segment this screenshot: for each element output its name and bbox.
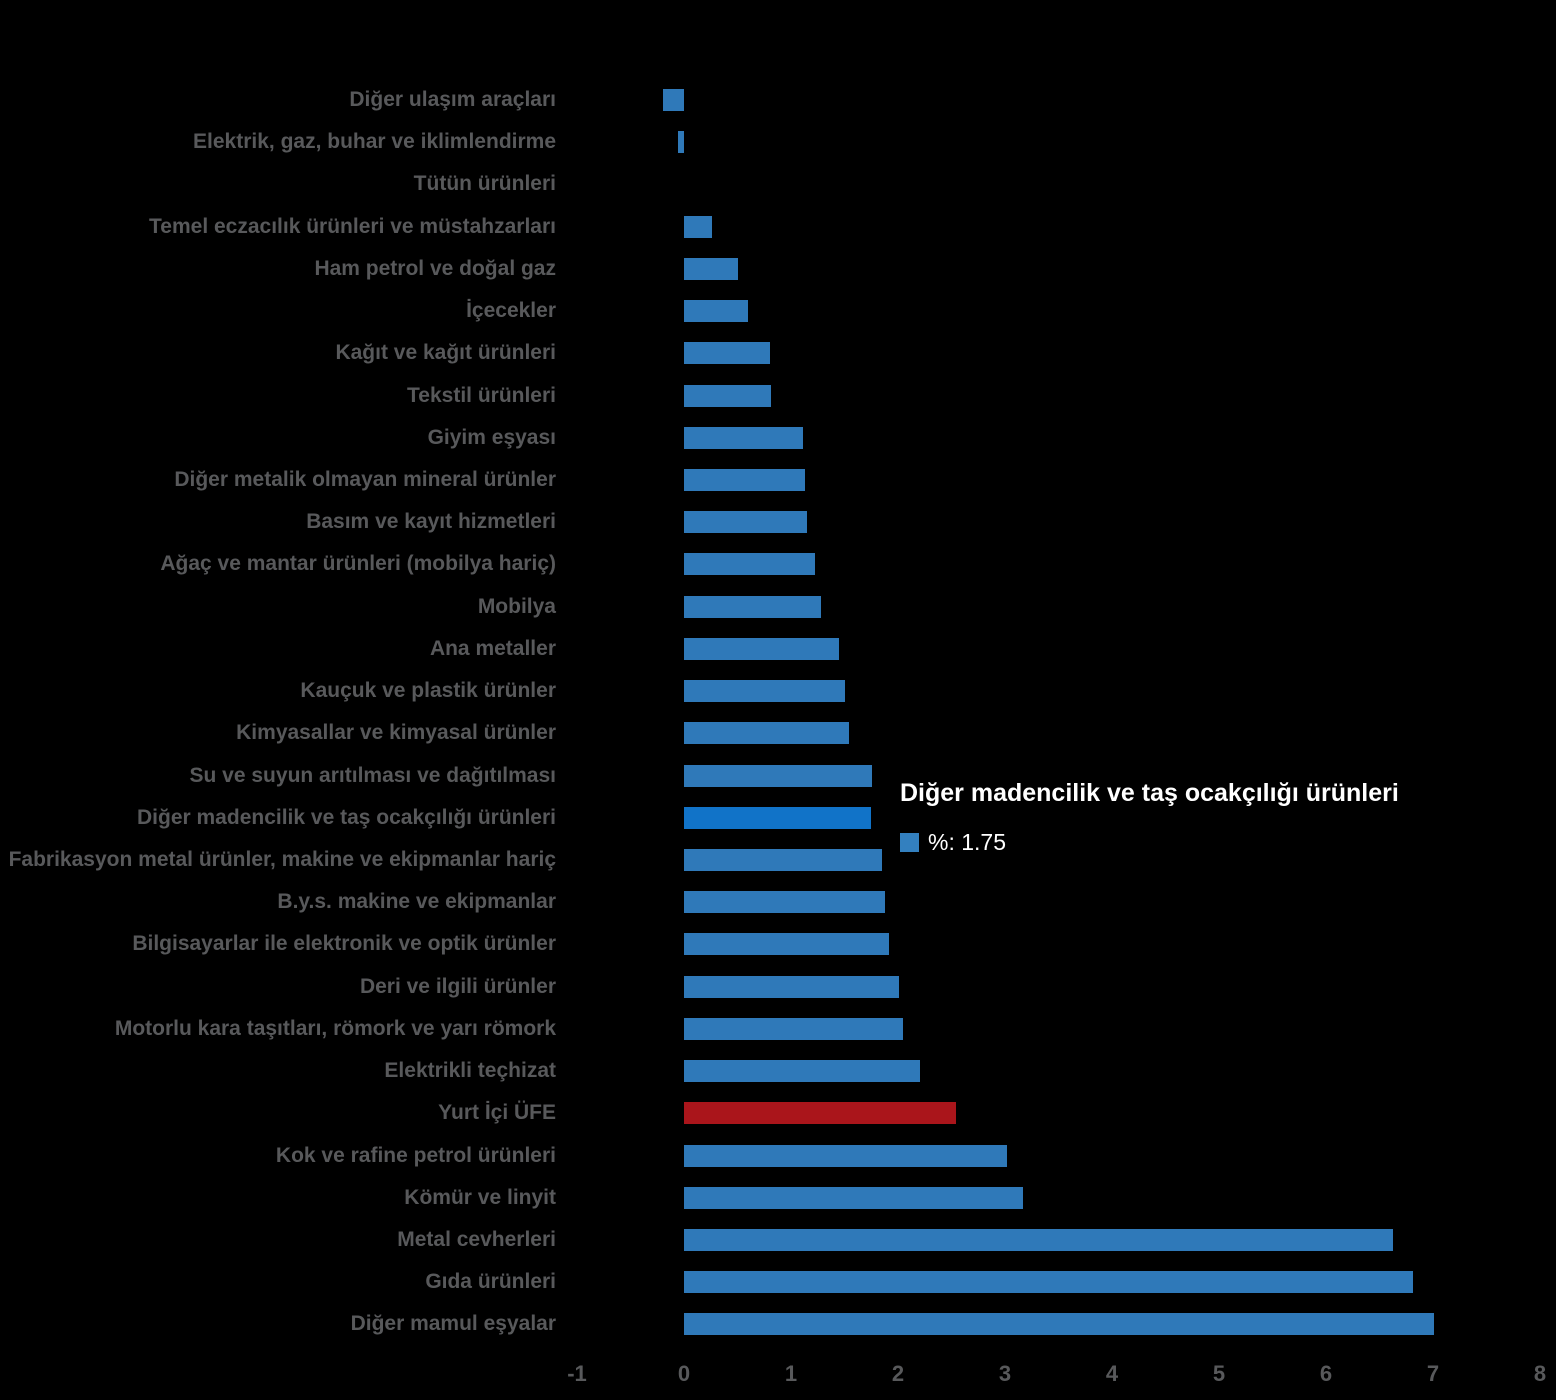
chart-bar[interactable] <box>662 89 684 111</box>
chart-bar[interactable] <box>684 300 749 323</box>
category-label: Elektrik, gaz, buhar ve iklimlendirme <box>193 130 556 154</box>
x-axis-tick-label: 7 <box>1426 1361 1440 1386</box>
x-axis-tick-label: 8 <box>1533 1361 1547 1386</box>
chart-bar[interactable] <box>684 215 712 238</box>
category-label: B.y.s. makine ve ekipmanlar <box>277 890 556 914</box>
x-axis-tick-label: 4 <box>1105 1361 1119 1386</box>
category-label: Bilgisayarlar ile elektronik ve optik ür… <box>132 932 556 956</box>
chart-bar[interactable] <box>684 1017 904 1040</box>
chart-bar[interactable] <box>684 1229 1394 1252</box>
category-label: Kok ve rafine petrol ürünleri <box>275 1143 556 1167</box>
tooltip: Diğer madencilik ve taş ocakçılığı ürünl… <box>900 779 1399 856</box>
category-label: Elektrikli teçhizat <box>384 1059 556 1083</box>
chart-bar[interactable] <box>684 1060 921 1083</box>
category-label: Ana metaller <box>429 636 556 660</box>
chart-bar[interactable] <box>684 1186 1024 1209</box>
series-swatch-icon <box>900 833 919 852</box>
category-label: Tekstil ürünleri <box>407 383 556 407</box>
category-label: Diğer mamul eşyalar <box>350 1312 556 1336</box>
chart-bar[interactable] <box>684 384 771 407</box>
category-label: Ham petrol ve doğal gaz <box>314 256 556 280</box>
category-label: Giyim eşyası <box>427 425 556 449</box>
chart-bar[interactable] <box>684 975 900 998</box>
chart-bar[interactable] <box>684 426 803 449</box>
category-label: İçecekler <box>466 299 556 323</box>
tooltip-value-row: %: 1.75 <box>900 829 1399 856</box>
chart-bar[interactable] <box>684 553 815 576</box>
category-label: Mobilya <box>477 594 556 618</box>
category-label: Kağıt ve kağıt ürünleri <box>335 341 556 365</box>
category-label: Su ve suyun arıtılması ve dağıtılması <box>189 763 556 787</box>
category-label: Metal cevherleri <box>397 1228 556 1252</box>
chart-bar[interactable] <box>684 1144 1008 1167</box>
chart-bar[interactable] <box>684 1313 1435 1336</box>
chart-bar[interactable] <box>684 933 890 956</box>
category-label: Fabrikasyon metal ürünler, makine ve eki… <box>8 848 556 872</box>
chart-bar[interactable] <box>684 595 821 618</box>
category-label: Tütün ürünleri <box>413 172 556 196</box>
category-label: Deri ve ilgili ürünler <box>359 974 556 998</box>
chart-bar[interactable] <box>684 1271 1413 1294</box>
tooltip-value: %: 1.75 <box>928 829 1006 855</box>
chart-bar[interactable] <box>684 511 808 534</box>
category-label: Yurt İçi ÜFE <box>438 1101 556 1125</box>
x-axis-tick-label: 6 <box>1319 1361 1333 1386</box>
chart-bar[interactable] <box>684 680 845 703</box>
x-axis-tick-label: 3 <box>998 1361 1012 1386</box>
x-axis-tick-label: 1 <box>784 1361 798 1386</box>
chart-bar[interactable] <box>684 469 805 492</box>
tooltip-title: Diğer madencilik ve taş ocakçılığı ürünl… <box>900 779 1399 807</box>
chart-bar[interactable] <box>684 806 872 829</box>
category-label: Gıda ürünleri <box>425 1270 556 1294</box>
chart-bar[interactable] <box>684 764 873 787</box>
category-label: Diğer metalik olmayan mineral ürünler <box>174 468 556 492</box>
category-label: Basım ve kayıt hizmetleri <box>306 510 556 534</box>
x-axis-tick-label: -1 <box>567 1361 587 1386</box>
chart-bar[interactable] <box>684 849 882 872</box>
chart-bar[interactable] <box>684 1102 956 1125</box>
chart-bar[interactable] <box>684 342 770 365</box>
category-label: Kimyasallar ve kimyasal ürünler <box>236 721 556 745</box>
category-label: Kömür ve linyit <box>404 1185 556 1209</box>
x-axis-tick-label: 2 <box>891 1361 905 1386</box>
chart-bar[interactable] <box>684 637 840 660</box>
chart-bar[interactable] <box>684 722 849 745</box>
category-label: Ağaç ve mantar ürünleri (mobilya hariç) <box>160 552 556 576</box>
x-axis-tick-label: 5 <box>1212 1361 1226 1386</box>
chart-bar[interactable] <box>684 257 738 280</box>
chart-bar[interactable] <box>684 891 886 914</box>
category-label: Temel eczacılık ürünleri ve müstahzarlar… <box>149 214 556 238</box>
category-label: Diğer ulaşım araçları <box>349 88 556 111</box>
category-label: Kauçuk ve plastik ürünler <box>300 679 556 703</box>
x-axis-tick-label: 0 <box>677 1361 691 1386</box>
category-label: Motorlu kara taşıtları, römork ve yarı r… <box>114 1016 556 1040</box>
category-label: Diğer madencilik ve taş ocakçılığı ürünl… <box>137 805 556 829</box>
chart-bar[interactable] <box>677 131 684 154</box>
